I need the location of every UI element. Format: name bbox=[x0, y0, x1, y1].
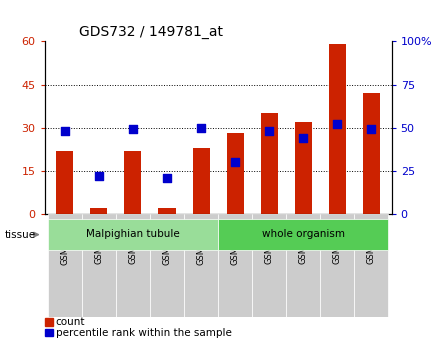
Point bbox=[334, 121, 341, 127]
Bar bbox=[286, 214, 320, 317]
Bar bbox=[125, 151, 142, 214]
Bar bbox=[116, 214, 150, 317]
Point bbox=[368, 127, 375, 132]
Bar bbox=[193, 148, 210, 214]
Text: GSM29179: GSM29179 bbox=[265, 219, 274, 265]
Text: GDS732 / 149781_at: GDS732 / 149781_at bbox=[79, 25, 223, 39]
Text: GSM29181: GSM29181 bbox=[333, 219, 342, 265]
Text: GSM29182: GSM29182 bbox=[367, 219, 376, 265]
Bar bbox=[295, 122, 312, 214]
Bar bbox=[158, 208, 175, 214]
Bar bbox=[150, 214, 184, 317]
Text: whole organism: whole organism bbox=[262, 229, 344, 239]
Bar bbox=[252, 214, 286, 317]
Bar bbox=[82, 214, 116, 317]
Text: percentile rank within the sample: percentile rank within the sample bbox=[56, 328, 231, 337]
Text: GSM29176: GSM29176 bbox=[162, 219, 171, 265]
Text: GSM29178: GSM29178 bbox=[231, 219, 239, 265]
Bar bbox=[329, 44, 346, 214]
Text: GSM29173: GSM29173 bbox=[61, 219, 69, 265]
Bar bbox=[320, 214, 354, 317]
Bar bbox=[57, 151, 73, 214]
Text: GSM29174: GSM29174 bbox=[94, 219, 103, 265]
Text: count: count bbox=[56, 317, 85, 327]
Point bbox=[163, 175, 170, 180]
Bar bbox=[363, 93, 380, 214]
Bar bbox=[218, 214, 252, 317]
Point bbox=[198, 125, 205, 130]
Point bbox=[95, 173, 102, 179]
Point bbox=[61, 128, 69, 134]
Bar bbox=[218, 219, 388, 250]
Bar bbox=[227, 134, 243, 214]
Bar bbox=[90, 208, 107, 214]
Bar bbox=[48, 214, 82, 317]
Text: GSM29177: GSM29177 bbox=[197, 219, 206, 265]
Point bbox=[231, 159, 239, 165]
Point bbox=[266, 128, 273, 134]
Bar bbox=[261, 113, 278, 214]
Point bbox=[299, 135, 307, 141]
Bar bbox=[48, 219, 218, 250]
Point bbox=[129, 127, 137, 132]
Text: GSM29180: GSM29180 bbox=[299, 219, 307, 265]
Bar bbox=[354, 214, 388, 317]
Bar bbox=[184, 214, 218, 317]
Text: GSM29175: GSM29175 bbox=[129, 219, 138, 265]
Text: Malpighian tubule: Malpighian tubule bbox=[86, 229, 180, 239]
Text: tissue: tissue bbox=[4, 230, 36, 239]
